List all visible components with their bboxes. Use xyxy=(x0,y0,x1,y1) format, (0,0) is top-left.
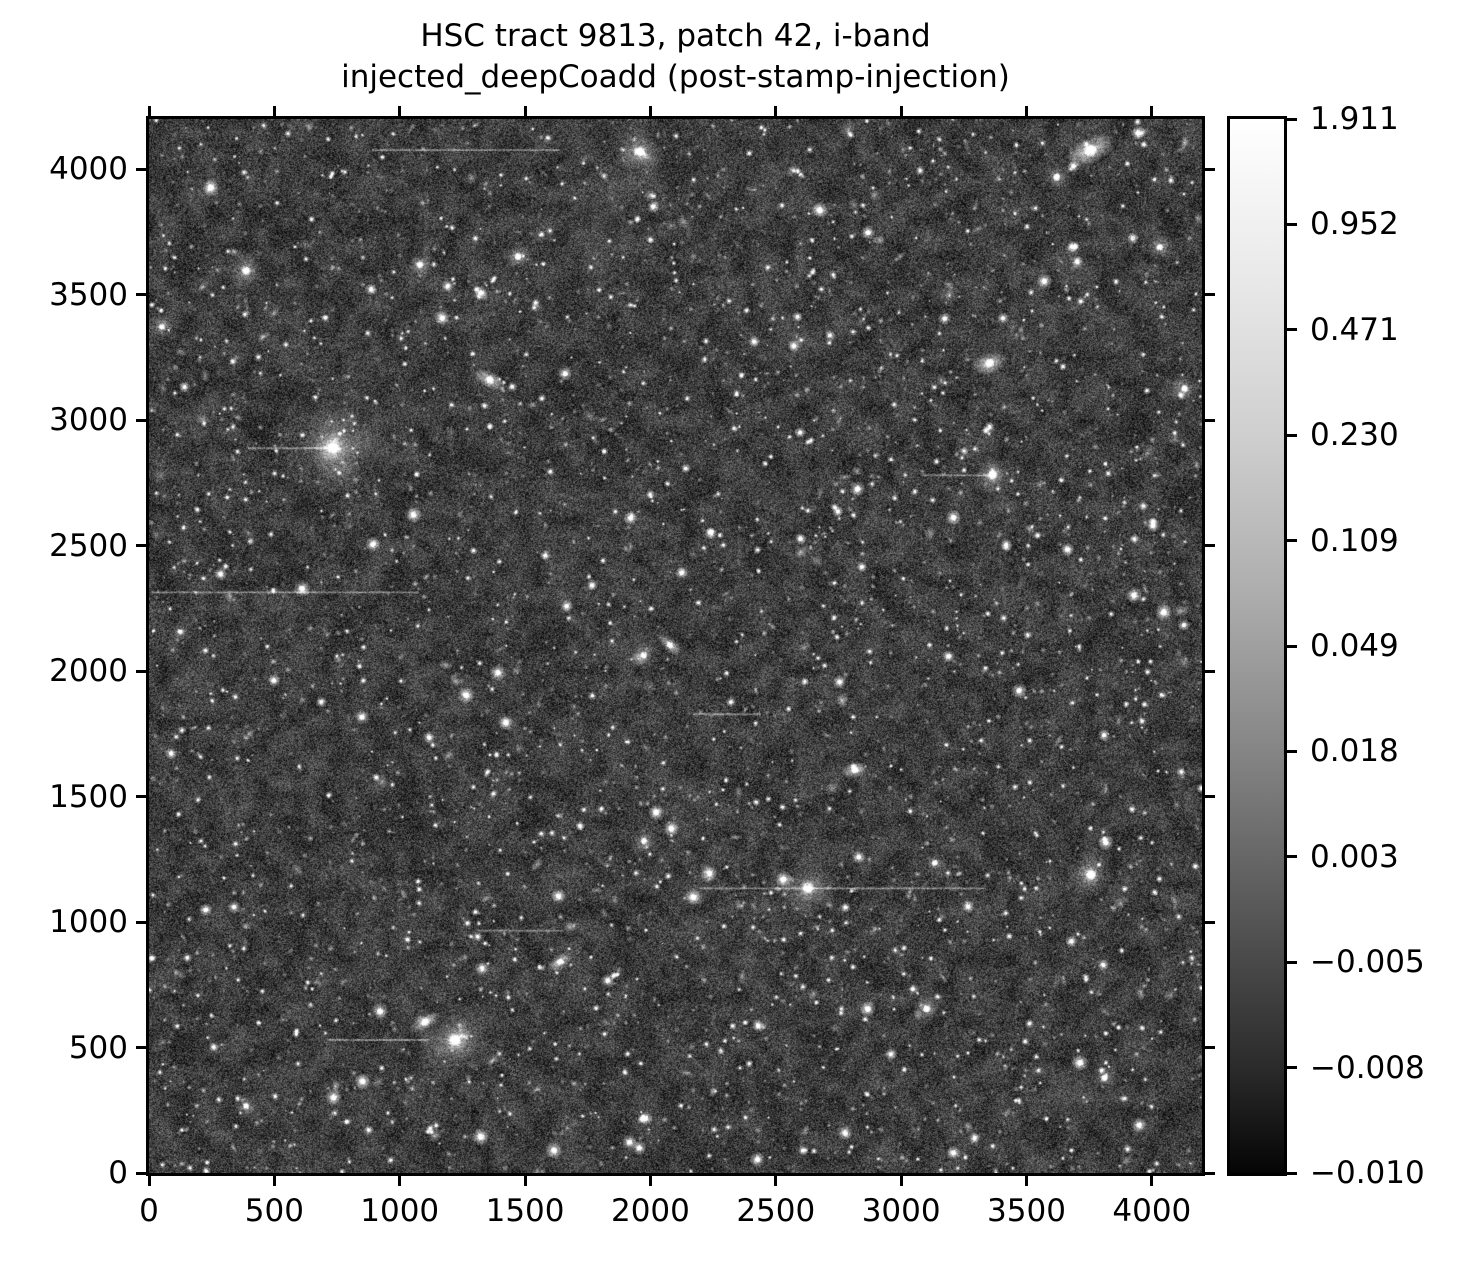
y-tick-right xyxy=(1202,418,1215,422)
y-tick-right xyxy=(1202,795,1215,799)
colorbar-tick xyxy=(1284,1066,1297,1070)
x-tick-top xyxy=(1150,106,1154,119)
x-tick xyxy=(147,1173,151,1186)
y-tick xyxy=(136,167,149,171)
y-tick-right xyxy=(1202,1046,1215,1050)
y-tick xyxy=(136,1171,149,1175)
y-tick-label: 0 xyxy=(108,1155,128,1191)
colorbar-gradient xyxy=(1230,119,1284,1173)
colorbar-tick-label: −0.005 xyxy=(1310,944,1425,981)
colorbar-tick xyxy=(1284,644,1297,648)
colorbar-tick xyxy=(1284,749,1297,753)
x-tick-top xyxy=(523,106,527,119)
y-tick-right xyxy=(1202,669,1215,673)
colorbar-tick-label: 0.049 xyxy=(1310,628,1399,664)
colorbar-tick-label: −0.008 xyxy=(1310,1049,1425,1086)
y-tick xyxy=(136,669,149,673)
x-tick-top xyxy=(774,106,778,119)
y-tick-right xyxy=(1202,293,1215,297)
y-tick-label: 2500 xyxy=(49,527,128,564)
x-tick-label: 4000 xyxy=(1112,1193,1192,1229)
y-tick-label: 3000 xyxy=(49,402,128,439)
x-tick-top xyxy=(398,106,402,119)
x-tick xyxy=(398,1173,402,1186)
colorbar-tick-label: −0.010 xyxy=(1310,1155,1425,1191)
x-tick xyxy=(1150,1173,1154,1186)
y-tick xyxy=(136,418,149,422)
y-tick-label: 1000 xyxy=(49,904,128,941)
x-tick xyxy=(1025,1173,1028,1186)
y-tick xyxy=(136,920,149,924)
colorbar-tick-label: 0.003 xyxy=(1310,838,1399,875)
y-tick-label: 4000 xyxy=(49,151,128,188)
x-tick xyxy=(648,1173,652,1186)
colorbar-tick xyxy=(1284,328,1297,332)
plot-title-line1: HSC tract 9813, patch 42, i-band xyxy=(420,18,931,54)
colorbar-tick-label: 0.952 xyxy=(1310,206,1399,243)
y-tick-label: 3500 xyxy=(49,276,128,313)
x-tick xyxy=(272,1173,276,1186)
x-tick-label: 3500 xyxy=(987,1193,1066,1229)
colorbar xyxy=(1227,116,1287,1176)
x-tick-label: 500 xyxy=(244,1193,304,1229)
x-tick-label: 3000 xyxy=(861,1193,941,1229)
colorbar-tick-label: 0.109 xyxy=(1310,522,1399,559)
x-tick-label: 1000 xyxy=(360,1193,440,1229)
colorbar-tick-label: 0.018 xyxy=(1310,733,1399,770)
x-tick xyxy=(523,1173,527,1186)
y-tick xyxy=(136,544,149,548)
x-tick xyxy=(899,1173,903,1186)
x-tick-label: 0 xyxy=(139,1193,159,1229)
colorbar-tick xyxy=(1284,1171,1297,1175)
x-tick-top xyxy=(272,106,276,119)
y-tick-right xyxy=(1202,167,1215,171)
colorbar-tick-label: 0.471 xyxy=(1310,311,1399,348)
y-tick-label: 1500 xyxy=(49,778,128,815)
colorbar-tick xyxy=(1284,855,1297,859)
y-tick xyxy=(136,1046,149,1050)
x-tick-top xyxy=(648,106,652,119)
x-tick-top xyxy=(1025,106,1028,119)
x-tick xyxy=(774,1173,778,1186)
plot-frame xyxy=(146,116,1205,1176)
y-tick-label: 2000 xyxy=(49,653,128,690)
y-tick-right xyxy=(1202,1171,1215,1175)
plot-title-line2: injected_deepCoadd (post-stamp-injection… xyxy=(341,59,1010,95)
colorbar-tick xyxy=(1284,222,1297,226)
colorbar-tick xyxy=(1284,539,1297,543)
y-tick xyxy=(136,795,149,799)
colorbar-tick xyxy=(1284,433,1297,437)
y-tick-label: 500 xyxy=(68,1029,128,1066)
starfield-image xyxy=(149,119,1202,1173)
x-tick-label: 2000 xyxy=(610,1193,690,1229)
colorbar-tick xyxy=(1284,117,1297,121)
plot-title: HSC tract 9813, patch 42, i-band injecte… xyxy=(146,16,1205,98)
y-tick-right xyxy=(1202,544,1215,548)
y-tick xyxy=(136,293,149,297)
colorbar-tick-label: 1.911 xyxy=(1310,101,1399,137)
x-tick-top xyxy=(899,106,903,119)
x-tick-label: 1500 xyxy=(485,1193,565,1229)
y-tick-right xyxy=(1202,920,1215,924)
x-tick-top xyxy=(147,106,151,119)
colorbar-tick-label: 0.230 xyxy=(1310,417,1399,454)
colorbar-tick xyxy=(1284,960,1297,964)
x-tick-label: 2500 xyxy=(736,1193,816,1229)
